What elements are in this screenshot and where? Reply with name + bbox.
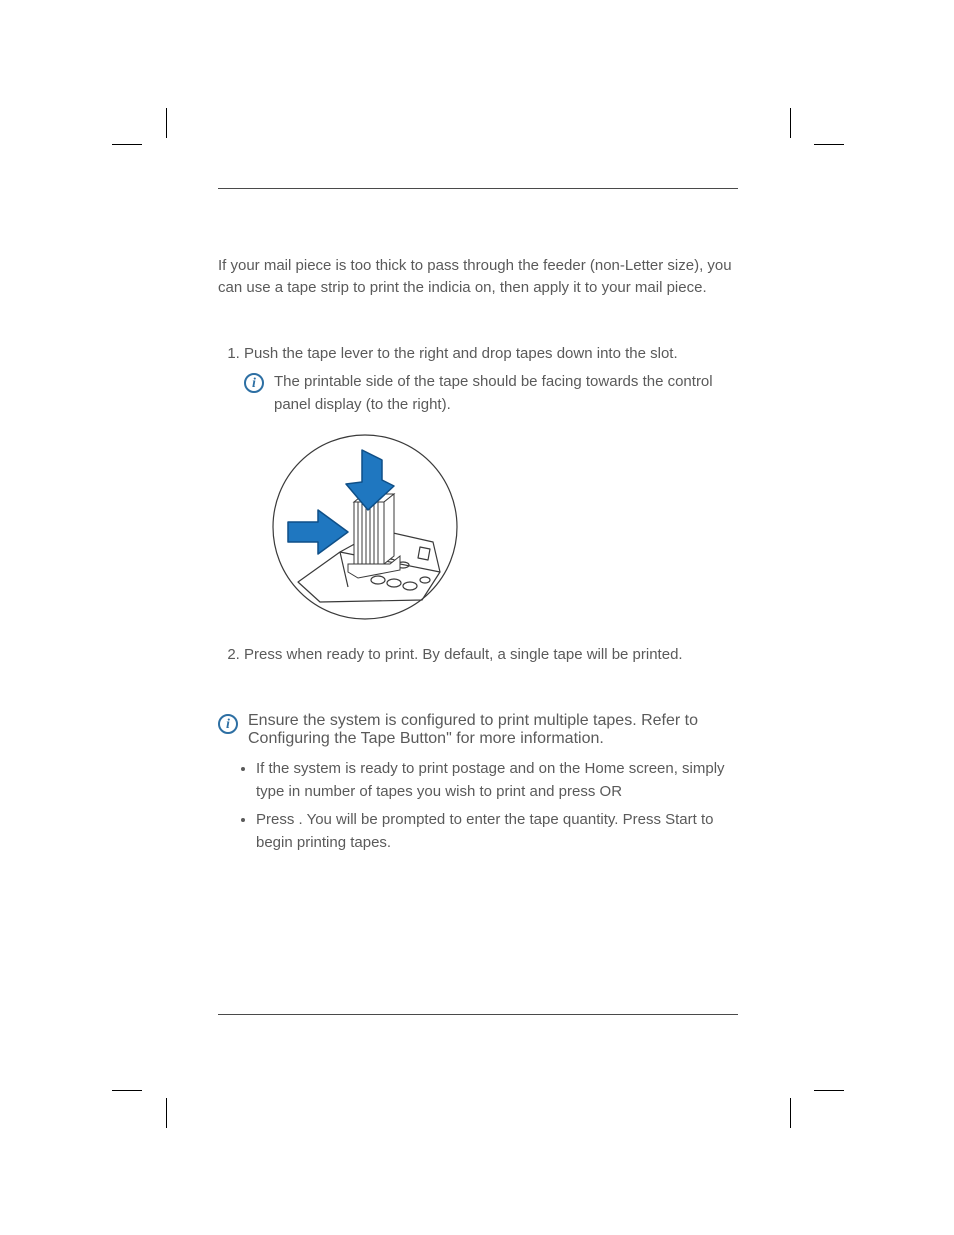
- tape-load-illustration: [270, 432, 738, 630]
- footer-rule: [218, 1014, 738, 1015]
- multi-bullets: If the system is ready to print postage …: [236, 758, 738, 854]
- bullet-2-b: . You will be prompted to enter the tape…: [256, 811, 713, 851]
- step-2: Press when ready to print. By default, a…: [244, 644, 738, 667]
- step-1: Push the tape lever to the right and dro…: [244, 343, 738, 630]
- step-1-note: i The printable side of the tape should …: [244, 371, 738, 416]
- step-2-text-b: when ready to print. By default, a singl…: [287, 646, 683, 663]
- content-area: If your mail piece is too thick to pass …: [218, 188, 738, 860]
- page: If your mail piece is too thick to pass …: [0, 0, 954, 1235]
- bullet-1: If the system is ready to print postage …: [256, 758, 738, 803]
- crop-mark: [112, 144, 142, 145]
- bullet-2-a: Press: [256, 811, 299, 828]
- multi-note: i Ensure the system is configured to pri…: [218, 712, 738, 748]
- crop-mark: [814, 1090, 844, 1091]
- bullet-2: Press . You will be prompted to enter th…: [256, 809, 738, 854]
- step-2-text-a: Press: [244, 646, 287, 663]
- intro-paragraph: If your mail piece is too thick to pass …: [218, 255, 738, 299]
- steps-list: Push the tape lever to the right and dro…: [218, 343, 738, 667]
- multiple-tapes-section: i Ensure the system is configured to pri…: [218, 712, 738, 854]
- multi-note-text: Ensure the system is configured to print…: [248, 712, 738, 748]
- crop-mark: [166, 108, 167, 138]
- crop-mark: [790, 108, 791, 138]
- multi-note-b: Configuring the Tape Button" for more in…: [248, 730, 604, 747]
- multi-note-a: Ensure the system is configured to print…: [248, 712, 698, 729]
- step-1-note-text: The printable side of the tape should be…: [274, 371, 738, 416]
- crop-mark: [166, 1098, 167, 1128]
- crop-mark: [112, 1090, 142, 1091]
- crop-mark: [790, 1098, 791, 1128]
- header-rule: [218, 188, 738, 189]
- step-1-text: Push the tape lever to the right and dro…: [244, 345, 678, 362]
- crop-mark: [814, 144, 844, 145]
- info-icon: i: [244, 373, 264, 393]
- info-icon: i: [218, 714, 238, 734]
